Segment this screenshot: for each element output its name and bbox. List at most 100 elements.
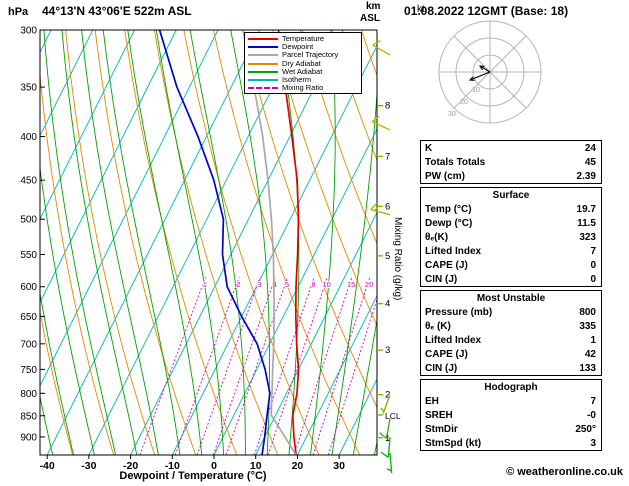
svg-text:300: 300 [20,26,37,37]
svg-text:8: 8 [311,280,315,289]
stat-label: Lifted Index [425,245,482,257]
legend-line-sample [248,46,278,49]
stat-row: Dewp (°C) 11.5 [421,216,601,230]
stat-label: Temp (°C) [425,203,472,215]
stat-value: 24 [584,142,596,154]
svg-text:1: 1 [385,433,390,444]
indices-panel: K 24 Totals Totals 45 PW (cm) 2.39 Surface Temp… [420,140,602,454]
svg-text:15: 15 [347,280,355,289]
stats-section: Surface Temp (°C) 19.7 Dewp (°C) 11.5 θₑ(K) 32… [420,187,602,287]
copyright-label: © weatheronline.co.uk [506,466,623,478]
legend-item: Parcel Trajectory [245,51,361,59]
svg-text:-20: -20 [123,460,138,472]
stats-section-header: Most Unstable [476,292,546,304]
svg-text:10: 10 [322,280,330,289]
stat-row: Pressure (mb) 800 [421,305,601,319]
svg-text:10: 10 [472,87,480,94]
stat-label: Pressure (mb) [425,306,493,318]
svg-text:5: 5 [285,280,289,289]
stat-value: 2.39 [576,170,596,182]
stat-value: 7 [590,395,596,407]
svg-text:20: 20 [365,280,373,289]
stat-label: Lifted Index [425,334,482,346]
svg-text:30: 30 [333,460,345,472]
stat-label: StmSpd (kt) [425,437,482,449]
profile-dewpoint [158,30,271,455]
svg-text:800: 800 [20,389,37,400]
legend-line-sample [248,70,278,73]
stat-row: θₑ (K) 335 [421,319,601,333]
legend-line-sample [248,38,278,41]
asl-unit-label: ASL [360,13,380,24]
stat-row: Temp (°C) 19.7 [421,202,601,216]
svg-text:700: 700 [20,339,37,350]
stat-value: 250° [575,423,596,435]
stat-label: StmDir [425,423,458,435]
stat-value: 0 [590,259,596,271]
svg-text:400: 400 [20,132,37,143]
stat-value: 45 [584,156,596,168]
pressure-unit-label: hPa [8,6,29,18]
stats-section-header: Hodograph [484,381,538,393]
stat-row: CAPE (J) 42 [421,347,601,361]
station-title: 44°13'N 43°06'E 522m ASL [42,4,192,18]
profile-temperature [277,30,300,455]
legend-line-sample [248,87,278,90]
svg-text:20: 20 [460,99,468,106]
svg-text:25: 25 [379,280,387,289]
legend-item: Wet Adiabat [245,66,361,76]
stat-label: θₑ(K) [425,231,449,243]
legend-item: Isotherm [245,76,361,84]
stat-row: CIN (J) 133 [421,361,601,375]
legend-box: Temperature Dewpoint Parcel Trajectory Dry … [244,32,362,95]
stat-label: SREH [425,409,453,421]
legend-item: Dewpoint [245,43,361,51]
svg-text:7: 7 [385,151,390,162]
svg-text:3: 3 [385,345,390,356]
svg-text:-40: -40 [40,460,55,472]
lcl-label: LCL [385,410,401,421]
run-datetime-label: 01.08.2022 12GMT (Base: 18) [404,4,569,18]
stat-row: StmDir 250° [421,422,601,436]
stat-value: 800 [579,306,596,318]
hodograph: 10 20 30 [438,20,542,124]
legend-label: Dry Adiabat [282,58,321,68]
hodograph-unit-label: kt [417,4,425,15]
svg-text:350: 350 [20,83,37,94]
axes: 300350400450500550600650700750800850900-… [20,26,390,473]
svg-text:6: 6 [385,201,390,212]
stat-value: 3 [590,437,596,449]
stat-row: Totals Totals 45 [421,155,601,169]
legend-label: Mixing Ratio [282,83,324,93]
svg-text:550: 550 [20,250,37,261]
stats-section-header: Surface [492,189,530,201]
stat-row: PW (cm) 2.39 [421,169,601,183]
svg-text:8: 8 [385,101,390,112]
svg-text:20: 20 [292,460,304,472]
svg-text:2: 2 [236,280,240,289]
svg-text:3: 3 [257,280,261,289]
stats-section: Hodograph EH 7 SREH -0 StmDir 250° StmSpd (kt) 3 [420,379,602,451]
stat-row: CAPE (J) 0 [421,258,601,272]
stat-label: CAPE (J) [425,348,468,360]
stat-row: Lifted Index 1 [421,333,601,347]
svg-text:30: 30 [448,111,456,118]
svg-text:2: 2 [385,390,390,401]
stat-value: 19.7 [576,203,596,215]
profile-parcel-trajectory [242,30,297,455]
stat-label: K [425,142,433,154]
stats-section: K 24 Totals Totals 45 PW (cm) 2.39 [420,140,602,184]
legend-label: Dewpoint [282,42,314,52]
legend-line-sample [248,62,278,65]
stat-value: 7 [590,245,596,257]
stat-label: Dewp (°C) [425,217,473,229]
stat-label: Totals Totals [425,156,486,168]
stat-value: -0 [587,409,596,421]
stat-label: PW (cm) [425,170,465,182]
legend-label: Wet Adiabat [282,66,323,76]
sounding-profiles [158,30,300,455]
wet-adiabat-lines [40,30,377,455]
km-unit-label: km [366,1,381,12]
